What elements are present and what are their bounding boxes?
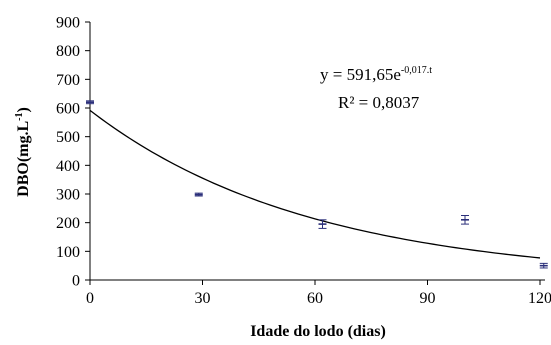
data-point (318, 219, 327, 229)
equation-exponent: -0,017.t (401, 65, 432, 76)
y-tick-label: 500 (56, 129, 80, 146)
y-tick-label: 100 (56, 244, 80, 261)
x-tick-label: 90 (420, 290, 436, 307)
y-tick-label: 700 (56, 72, 80, 89)
x-tick-label: 30 (195, 290, 211, 307)
equation-base: y = 591,65e (320, 65, 401, 84)
y-tick-label: 0 (72, 273, 80, 290)
y-tick-label: 200 (56, 215, 80, 232)
y-axis-title-sup: -1 (14, 112, 25, 120)
x-axis-title: Idade do lodo (dias) (250, 323, 386, 340)
y-tick-label: 800 (56, 43, 80, 60)
data-point (461, 215, 469, 225)
y-tick-label: 600 (56, 101, 80, 118)
y-axis-ticks: 0 100 200 300 400 500 600 700 800 900 (56, 15, 90, 290)
data-point (194, 192, 203, 197)
data-point (539, 262, 548, 269)
y-tick-label: 400 (56, 158, 80, 175)
r-squared: R² = 0,8037 (338, 93, 420, 112)
data-points (86, 100, 548, 269)
y-axis-title-main: DBO(mg.L (15, 121, 32, 197)
x-tick-label: 120 (528, 290, 551, 307)
data-point (86, 100, 94, 105)
y-tick-label: 900 (56, 15, 80, 32)
y-axis-title-tail: ) (15, 107, 32, 112)
x-tick-label: 60 (307, 290, 323, 307)
x-axis-ticks: 0 30 60 90 120 (86, 280, 551, 307)
x-tick-label: 0 (86, 290, 94, 307)
y-tick-label: 300 (56, 187, 80, 204)
trendline-equation: y = 591,65e-0,017.t (320, 65, 432, 84)
trendline-curve (89, 109, 541, 259)
y-axis-title: DBO(mg.L-1) (14, 107, 32, 197)
